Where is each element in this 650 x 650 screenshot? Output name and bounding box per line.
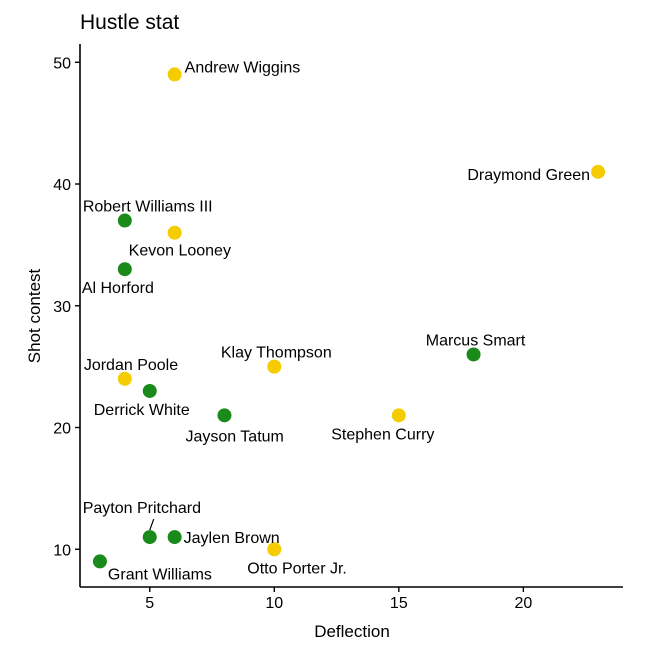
data-point [117,262,132,277]
point-label: Robert Williams III [83,199,213,216]
data-point-labels: Andrew Wiggins Draymond Green Robert Willi… [82,59,590,583]
data-point [591,164,606,179]
data-point [167,530,182,545]
point-label: Al Horford [82,280,154,297]
point-label: Otto Porter Jr. [247,560,347,577]
y-tick-label: 20 [53,421,71,438]
y-tick-label: 40 [53,177,71,194]
x-tick-label: 10 [265,595,283,612]
y-axis-ticks: 10 20 30 40 50 [53,55,80,559]
point-label: Payton Pritchard [83,500,201,517]
x-tick-label: 15 [390,595,408,612]
data-point [92,554,107,569]
data-point [217,408,232,423]
chart-title: Hustle stat [80,11,179,34]
point-label: Marcus Smart [426,332,526,349]
label-leader-line [149,518,155,531]
data-point [466,347,481,362]
y-tick-label: 50 [53,55,71,72]
point-label: Jayson Tatum [185,428,283,445]
data-point [117,213,132,228]
data-point [267,359,282,374]
y-tick-label: 10 [53,542,71,559]
data-point [167,225,182,240]
axes [79,44,623,588]
point-label: Stephen Curry [331,426,434,443]
data-point [142,383,157,398]
point-label: Klay Thompson [221,345,332,362]
point-label: Andrew Wiggins [185,59,301,76]
x-axis-title: Deflection [314,622,390,641]
data-point [267,542,282,557]
data-points [92,67,606,569]
point-label: Jaylen Brown [184,530,280,547]
data-point [117,371,132,386]
point-label: Jordan Poole [84,357,178,374]
data-point [167,67,182,82]
data-point [391,408,406,423]
x-tick-label: 20 [514,595,532,612]
label-leader-lines [149,518,155,531]
point-label: Kevon Looney [129,243,231,260]
x-tick-label: 5 [145,595,154,612]
point-label: Draymond Green [467,167,590,184]
point-label: Grant Williams [108,566,212,583]
point-label: Derrick White [94,402,190,419]
y-axis-title: Shot contest [25,268,44,363]
y-tick-label: 30 [53,299,71,316]
data-point [142,530,157,545]
x-axis-ticks: 5 10 15 20 [145,587,532,612]
